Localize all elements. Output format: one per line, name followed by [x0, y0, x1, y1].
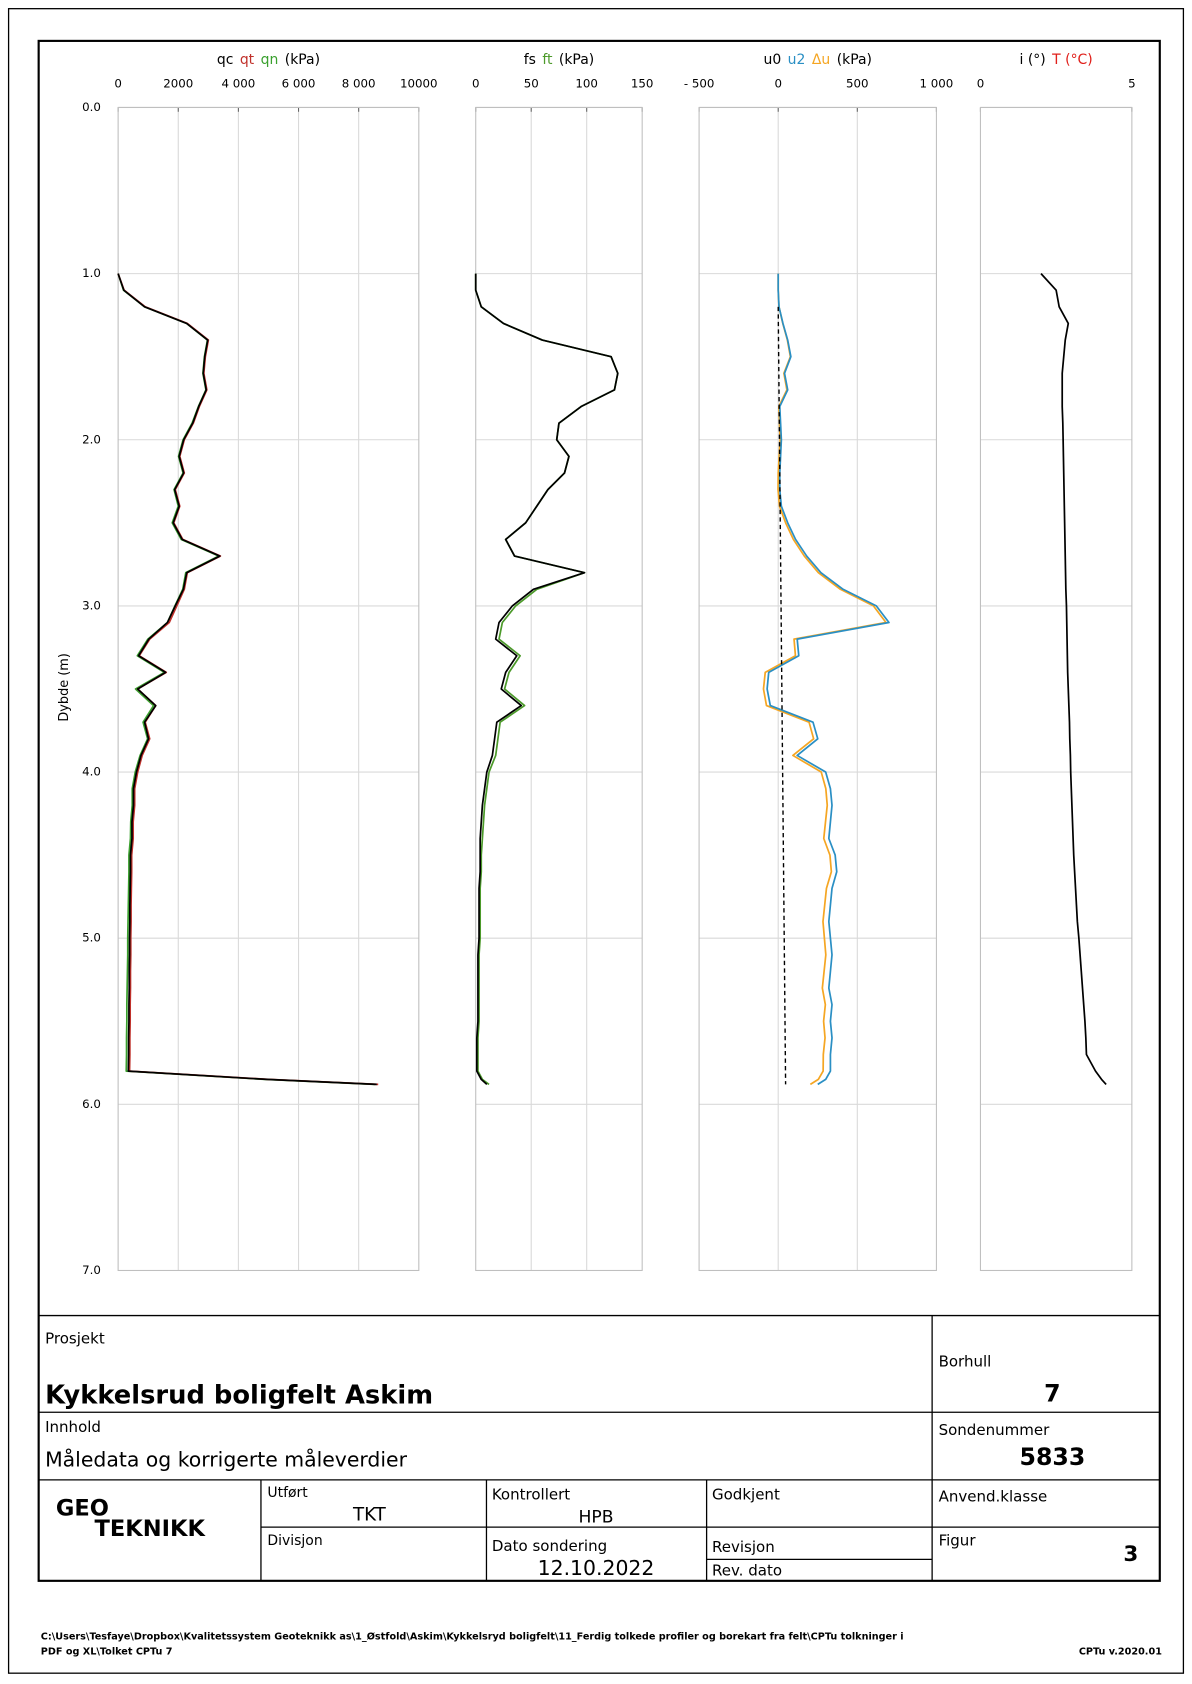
value: HPB — [578, 1507, 613, 1527]
label: Figur — [939, 1532, 977, 1550]
value: 12.10.2022 — [538, 1556, 655, 1580]
label: Anvend.klasse — [939, 1488, 1048, 1506]
legend-entry: u0 — [764, 52, 782, 68]
y-tick-label: 0.0 — [82, 100, 101, 114]
label: Prosjekt — [45, 1330, 105, 1348]
file-path: PDF og XL\Tolket CPTu 7 — [41, 1647, 173, 1658]
x-tick-label: 2000 — [163, 76, 193, 90]
x-tick-label: 0 — [114, 76, 122, 90]
x-tick-label: 5 — [1128, 76, 1136, 90]
page-border — [7, 8, 1185, 1674]
label: Rev. dato — [712, 1562, 782, 1580]
y-tick-label: 3.0 — [82, 598, 101, 612]
legend-entry: T (°C) — [1051, 52, 1093, 68]
value: TKT — [352, 1504, 387, 1525]
sheet-frame — [37, 39, 1161, 1582]
logo: GEO — [56, 1495, 109, 1521]
y-tick-label: 1.0 — [82, 266, 101, 280]
x-tick-label: 50 — [524, 76, 539, 90]
label: Divisjon — [267, 1533, 322, 1549]
label: Utført — [267, 1485, 308, 1501]
y-tick-label: 7.0 — [82, 1263, 101, 1277]
series-line — [474, 273, 619, 1086]
x-tick-label: 100 — [575, 76, 598, 90]
x-tick-label: 0 — [774, 76, 782, 90]
logo: TEKNIKK — [95, 1516, 207, 1542]
panel-title: qc qt qn (kPa) — [217, 52, 320, 68]
x-tick-label: 6 000 — [282, 76, 316, 90]
series-line — [117, 273, 377, 1086]
legend-entry: ft — [542, 52, 553, 68]
panel-title: i (°) T (°C) — [1020, 52, 1093, 68]
file-path: C:\Users\Tesfaye\Dropbox\Kvalitetssystem… — [41, 1631, 904, 1643]
legend-entry: Δu — [812, 52, 830, 68]
series-line — [777, 306, 787, 1085]
plot-frame — [475, 106, 643, 1272]
legend-entry: i (°) — [1020, 52, 1046, 68]
x-tick-label: 10000 — [400, 76, 438, 90]
x-tick-label: 150 — [631, 76, 654, 90]
series-line — [766, 273, 890, 1086]
label: Godkjent — [712, 1485, 780, 1503]
x-tick-label: 1 000 — [920, 76, 954, 90]
unit: (kPa) — [837, 52, 872, 68]
title-block: Prosjekt Kykkelsrud boligfelt Askim Innh… — [38, 1314, 1160, 1581]
series-line — [474, 273, 619, 1086]
value: 3 — [1123, 1542, 1138, 1567]
x-tick-label: - 500 — [684, 76, 715, 90]
x-tick-label: 8 000 — [342, 76, 376, 90]
legend-entry: u2 — [788, 52, 806, 68]
content: Måledata og korrigerte måleverdier — [45, 1447, 407, 1472]
x-tick-label: 0 — [472, 76, 480, 90]
y-tick-label: 2.0 — [82, 432, 101, 446]
label: Borhull — [939, 1352, 992, 1370]
series-line — [762, 273, 887, 1086]
series-line — [117, 273, 379, 1086]
legend-entry: qt — [240, 52, 255, 68]
label: Innhold — [45, 1418, 101, 1436]
label: Dato sondering — [492, 1537, 607, 1555]
legend-entry: qn — [261, 52, 279, 68]
version: CPTu v.2020.01 — [1079, 1647, 1162, 1658]
x-tick-label: 500 — [846, 76, 869, 90]
series-line — [1040, 273, 1107, 1085]
value: 5833 — [1020, 1443, 1086, 1471]
panel-title: u0 u2 Δu (kPa) — [764, 52, 873, 68]
series-line — [117, 273, 375, 1086]
unit: (kPa) — [559, 52, 594, 68]
label: Kontrollert — [492, 1485, 570, 1503]
plot-frame — [698, 106, 937, 1272]
y-tick-label: 4.0 — [82, 765, 101, 779]
plot-frame — [979, 106, 1133, 1272]
x-tick-label: 4 000 — [222, 76, 256, 90]
y-tick-label: 5.0 — [82, 931, 101, 945]
value: 7 — [1044, 1380, 1060, 1408]
panel-title: fs ft (kPa) — [524, 52, 595, 68]
x-tick-label: 0 — [977, 76, 985, 90]
unit: (kPa) — [285, 52, 320, 68]
legend-entry: qc — [217, 52, 234, 68]
y-tick-label: 6.0 — [82, 1097, 101, 1111]
legend-entry: fs — [524, 52, 536, 68]
plot-frame — [117, 106, 420, 1272]
y-axis-label: Dybde (m) — [57, 653, 72, 721]
project: Kykkelsrud boligfelt Askim — [45, 1381, 433, 1411]
label: Sondenummer — [939, 1421, 1051, 1439]
label: Revisjon — [712, 1538, 775, 1556]
